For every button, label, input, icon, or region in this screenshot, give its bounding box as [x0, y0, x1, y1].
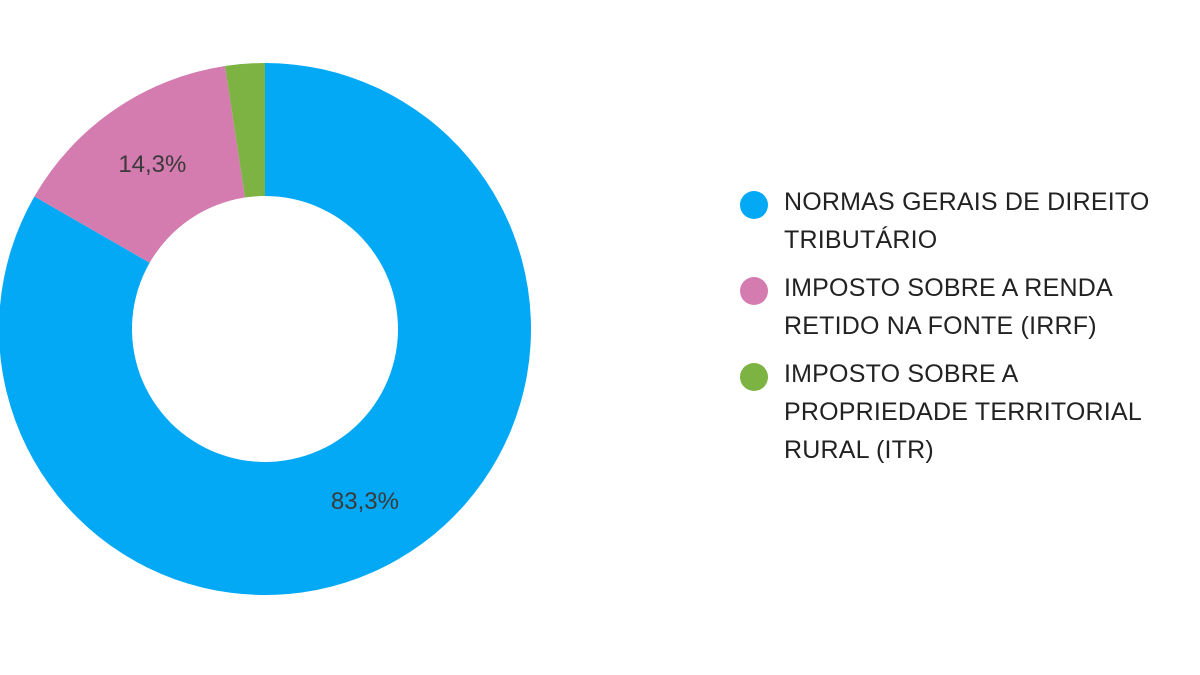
legend-swatch-irrf [740, 277, 768, 305]
slice-labels: 83,3% 14,3% [118, 151, 399, 515]
legend-label-itr: IMPOSTO SOBRE A PROPRIEDADE TERRITORIAL … [784, 360, 1141, 464]
legend-swatch-itr [740, 363, 768, 391]
legend-label-irrf: IMPOSTO SOBRE A RENDA RETIDO NA FONTE (I… [784, 274, 1112, 340]
slice-value-label: 83,3% [331, 488, 399, 515]
legend-label-normas-gerais: NORMAS GERAIS DE DIREITO TRIBUTÁRIO [784, 188, 1150, 254]
legend-item-irrf: IMPOSTO SOBRE A RENDA RETIDO NA FONTE (I… [740, 269, 1180, 345]
legend-item-normas-gerais: NORMAS GERAIS DE DIREITO TRIBUTÁRIO [740, 183, 1180, 259]
legend-swatch-normas-gerais [740, 191, 768, 219]
slice-imposto-sobre-a-renda-retido-na-fonte-ir [34, 66, 246, 263]
slice-value-label: 14,3% [118, 151, 186, 178]
slice-imposto-sobre-a-propriedade-territorial- [225, 63, 265, 198]
donut-slices [0, 63, 531, 595]
slice-normas-gerais-de-direito-tributario [0, 63, 531, 595]
chart-legend: NORMAS GERAIS DE DIREITO TRIBUTÁRIO IMPO… [740, 183, 1180, 479]
legend-item-itr: IMPOSTO SOBRE A PROPRIEDADE TERRITORIAL … [740, 355, 1180, 469]
